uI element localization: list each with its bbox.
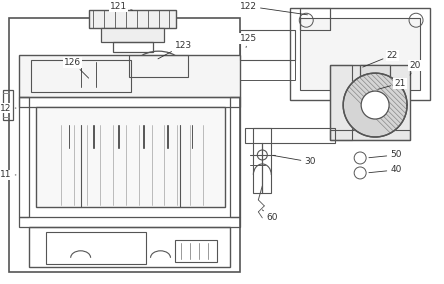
Bar [46,232,146,264]
Text: 20: 20 [409,61,421,75]
Bar [240,60,295,80]
Bar [175,240,218,262]
Text: 125: 125 [240,34,257,47]
Bar [129,55,188,77]
Text: 126: 126 [64,58,89,78]
Bar [29,227,230,267]
Bar [3,90,13,120]
Text: 50: 50 [369,151,402,160]
Bar [19,97,29,217]
Text: 60: 60 [262,210,278,222]
Bar [300,18,420,90]
Text: 121: 121 [110,2,133,11]
Bar [330,130,410,140]
Bar [19,97,240,107]
Bar [31,60,131,92]
Bar [101,28,164,42]
Bar [89,10,176,28]
Bar [9,18,240,272]
Bar [246,128,335,143]
Text: 11: 11 [0,170,16,179]
Circle shape [361,91,389,119]
Bar [19,55,240,97]
Text: 30: 30 [273,155,316,166]
Bar [254,128,271,193]
Bar [230,97,240,217]
Text: 40: 40 [369,166,402,174]
Bar [113,42,153,52]
Bar [290,8,430,100]
Bar [330,65,352,140]
Bar [300,8,330,30]
Bar [360,65,390,79]
Text: 21: 21 [378,79,406,89]
Text: 123: 123 [158,41,192,59]
Bar [240,30,295,60]
Bar [19,217,240,227]
Text: 122: 122 [240,2,308,15]
Bar [36,107,226,207]
Polygon shape [343,73,407,137]
Bar [330,65,410,140]
Text: 22: 22 [363,51,398,67]
Text: 12: 12 [0,104,16,112]
